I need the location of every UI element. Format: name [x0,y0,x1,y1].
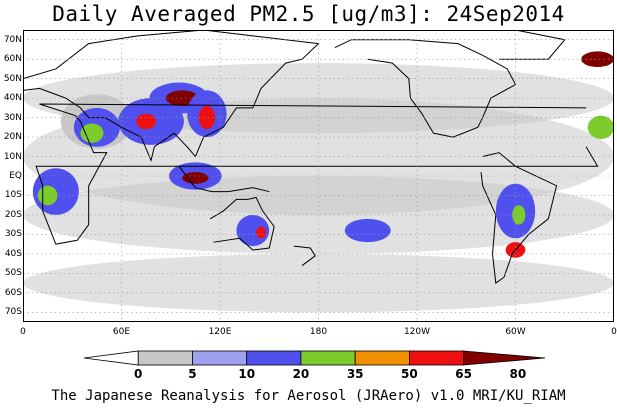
lat-tick-label: 20S [4,209,22,220]
lat-tick-label: 30N [3,112,22,123]
colorbar-level-label: 0 [134,367,143,381]
lat-tick-label: 40N [3,93,22,104]
coastline [209,196,275,251]
map-border [23,30,614,322]
lon-tick-label: 0 [20,327,26,337]
colorbar-swatch [354,350,410,366]
lat-tick-label: 50N [3,73,22,84]
lat-tick-label: EQ [9,171,22,181]
lat-tick-label: 60S [4,287,22,298]
map-title: Daily Averaged PM2.5 [ug/m3]: 24Sep2014 [52,2,565,26]
lat-tick-label: 50S [4,268,22,279]
pm25-contour [344,218,391,243]
graticule [23,30,614,322]
lat-tick-label: 70N [3,34,22,45]
lat-tick-label: 60N [3,54,22,65]
pm25-contour [587,115,614,140]
lat-tick-label: 20N [3,132,22,143]
coastline [293,245,316,266]
colorbar-level-label: 65 [455,367,472,381]
colorbar-arrow-high [463,350,546,366]
pm25-contour [581,51,614,67]
colorbar-swatch [300,350,356,366]
colorbar-arrow-low [83,350,139,366]
map-panel [23,30,614,322]
colorbar-level-label: 20 [292,367,310,381]
colorbar-swatch [409,350,465,366]
colorbar-level-label: 10 [238,367,256,381]
lat-tick-label: 40S [4,248,22,259]
colorbar-swatch [137,350,193,366]
pm25-contour [80,123,104,143]
lat-tick-label: 10N [3,151,22,162]
colorbar-level-label: 5 [188,367,197,381]
lon-tick-label: 120W [403,327,431,337]
lon-tick-label: 180 [309,327,328,337]
footer-credit: The Japanese Reanalysis for Aerosol (JRA… [51,388,566,404]
lon-tick-label: 120E [208,327,232,337]
lat-tick-label: 30S [4,229,22,240]
colorbar-swatch [192,350,248,366]
colorbar-level-label: 35 [346,367,364,381]
lat-tick-label: 70S [4,307,22,318]
colorbar-swatch [246,350,302,366]
lon-tick-label: 60E [112,327,131,337]
coastline [178,165,270,193]
colorbar [83,350,546,366]
colorbar-level-label: 50 [401,367,418,381]
pm25-contour [182,172,209,184]
pm25-contour [136,113,156,130]
pm25-contour [236,214,270,247]
pm25-contour [198,105,216,130]
pm25-contour [256,226,266,239]
lon-tick-label: 60W [505,327,526,337]
colorbar-level-label: 80 [509,367,527,381]
lat-tick-label: 10S [4,190,22,201]
coastline [499,30,566,60]
lon-tick-label: 0 [611,327,617,337]
pm25-map [23,30,614,322]
